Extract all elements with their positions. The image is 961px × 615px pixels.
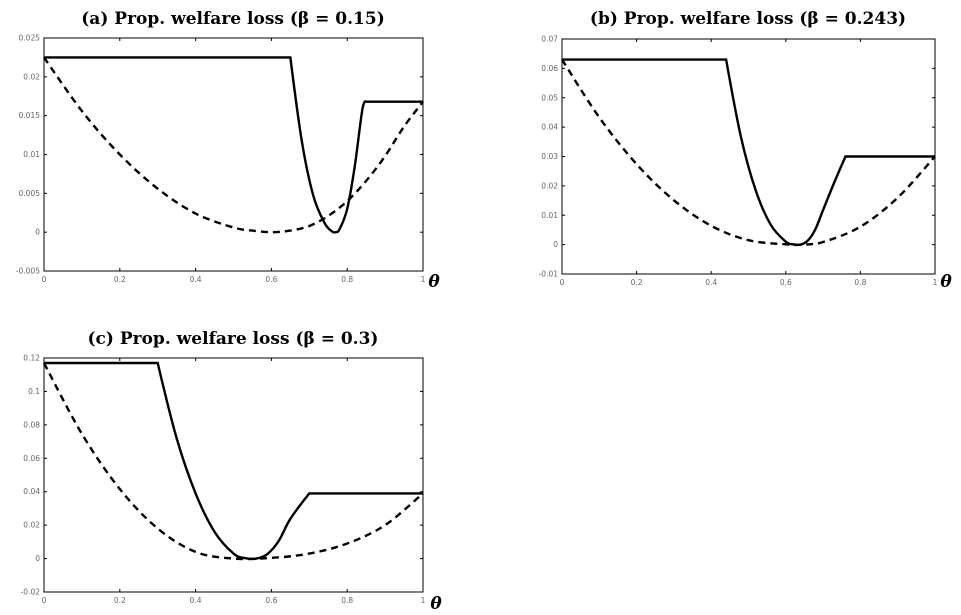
- y-tick-label: 0: [553, 240, 558, 249]
- x-axis-label: θ: [428, 272, 440, 292]
- y-tick-label: 0.03: [541, 152, 558, 161]
- y-tick-label: 0.04: [23, 487, 40, 496]
- y-tick-label: 0.02: [23, 521, 40, 530]
- y-tick-label: 0.01: [541, 211, 558, 220]
- y-tick-label: 0.07: [541, 35, 558, 44]
- x-tick-label: 0.8: [341, 275, 353, 284]
- x-tick-label: 0.4: [190, 275, 202, 284]
- x-tick-label: 0.6: [780, 278, 792, 287]
- x-tick-label: 0.8: [341, 596, 353, 605]
- chart-title: (b) Prop. welfare loss (β = 0.243): [590, 9, 906, 29]
- series-line-solid: [562, 58, 935, 247]
- series-line-dashed: [43, 56, 424, 234]
- chart-panel-1: (a) Prop. welfare loss (β = 0.15) 0 0.2 0.4…: [16, 9, 441, 292]
- x-tick-label: 0: [42, 596, 47, 605]
- chart-panel-3: (c) Prop. welfare loss (β = 0.3) 0 0.2 0.4 0…: [21, 329, 443, 614]
- plot-frame: [43, 37, 424, 272]
- series-line-dashed: [560, 58, 936, 247]
- y-tick-label: 0.025: [19, 34, 41, 43]
- x-tick-label: 1: [421, 275, 426, 284]
- x-tick-label: 1: [421, 596, 426, 605]
- x-tick-label: 0.4: [190, 596, 202, 605]
- y-tick-label: 0: [35, 554, 40, 563]
- y-tick-label: 0.06: [23, 454, 40, 463]
- y-tick-label: 0.06: [541, 64, 558, 73]
- x-tick-label: 0.6: [265, 275, 277, 284]
- x-axis-label: θ: [430, 594, 442, 614]
- y-tick-label: 0.04: [541, 123, 558, 132]
- y-tick-label: -0.005: [16, 267, 40, 276]
- y-tick-label: 0.05: [541, 93, 558, 102]
- y-tick-label: 0.08: [23, 420, 40, 429]
- y-tick-label: 0.01: [23, 150, 40, 159]
- y-tick-label: 0.02: [23, 72, 40, 81]
- series-line-solid: [44, 361, 423, 561]
- series-line-solid: [44, 56, 423, 234]
- chart-title: (a) Prop. welfare loss (β = 0.15): [81, 9, 384, 29]
- y-tick-label: 0.02: [541, 181, 558, 190]
- chart-title: (c) Prop. welfare loss (β = 0.3): [88, 329, 379, 349]
- y-tick-label: -0.01: [539, 270, 559, 279]
- x-tick-label: 0.8: [854, 278, 866, 287]
- x-tick-label: 1: [933, 278, 938, 287]
- y-tick-label: 0.015: [19, 111, 41, 120]
- y-tick-label: 0: [35, 228, 40, 237]
- y-tick-label: -0.02: [21, 588, 41, 597]
- y-tick-label: 0.1: [28, 387, 40, 396]
- y-tick-label: 0.12: [23, 354, 40, 363]
- x-tick-label: 0.4: [705, 278, 717, 287]
- series-line-dashed: [42, 362, 424, 561]
- x-tick-label: 0: [560, 278, 565, 287]
- chart-panel-2: (b) Prop. welfare loss (β = 0.243) 0 0.2 0.…: [539, 9, 953, 292]
- plot-frame: [43, 357, 424, 593]
- x-tick-label: 0.6: [265, 596, 277, 605]
- x-axis-label: θ: [940, 272, 952, 292]
- x-tick-label: 0.2: [114, 275, 126, 284]
- x-tick-label: 0: [42, 275, 47, 284]
- x-tick-label: 0.2: [114, 596, 126, 605]
- y-tick-label: 0.005: [19, 189, 41, 198]
- x-tick-label: 0.2: [631, 278, 643, 287]
